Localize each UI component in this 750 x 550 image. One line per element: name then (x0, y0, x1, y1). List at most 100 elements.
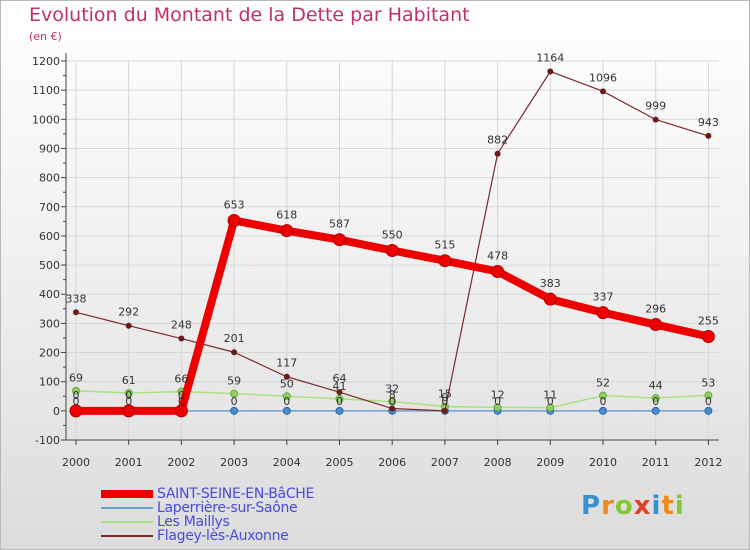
data-label-saint-seine: 0 (73, 389, 80, 402)
data-label-laperriere: 0 (600, 395, 607, 408)
data-point-les-maillys (546, 403, 555, 412)
data-point-laperriere (282, 406, 291, 415)
data-label-saint-seine: 255 (698, 315, 719, 328)
y-tick-label: 100 (39, 376, 60, 389)
data-point-les-maillys (388, 397, 397, 406)
y-tick-label: 500 (39, 259, 60, 272)
data-point-les-maillys (72, 386, 80, 395)
data-label-flagey: 882 (487, 134, 508, 147)
chart-unit-label: (en €) (29, 30, 62, 43)
data-point-les-maillys (599, 391, 607, 400)
y-tick-label: 700 (39, 201, 60, 214)
legend-item-les-maillys: Les Maillys (101, 514, 230, 530)
x-tick-label: 2001 (115, 456, 143, 469)
data-point-flagey (336, 389, 343, 396)
axes: -100010020030040050060070080090010001100… (32, 53, 722, 469)
data-label-les-maillys: 52 (596, 377, 610, 390)
logo-letter: x (633, 491, 652, 521)
data-point-les-maillys (124, 389, 133, 398)
x-tick-label: 2010 (589, 456, 617, 469)
data-label-les-maillys: 41 (333, 380, 347, 393)
data-label-saint-seine: 653 (224, 198, 245, 211)
data-label-laperriere: 0 (125, 395, 132, 408)
data-point-flagey (125, 322, 132, 329)
data-label-laperriere: 0 (389, 395, 396, 408)
logo-letter: i (651, 491, 662, 521)
legend-item-saint-seine: SAINT-SEINE-EN-BâCHE (101, 486, 314, 502)
data-point-saint-seine (701, 330, 715, 344)
x-tick-label: 2007 (431, 456, 459, 469)
data-label-saint-seine: 478 (487, 249, 508, 262)
data-point-laperriere (230, 406, 239, 415)
data-point-saint-seine (438, 254, 452, 268)
data-label-laperriere: 0 (336, 395, 343, 408)
y-tick-label: 300 (39, 317, 60, 330)
y-tick-label: 800 (39, 172, 60, 185)
data-label-flagey: 201 (224, 332, 245, 345)
data-point-flagey (73, 309, 79, 316)
data-label-laperriere: 0 (705, 395, 712, 408)
data-label-laperriere: 0 (178, 395, 185, 408)
data-point-saint-seine (122, 404, 136, 418)
data-point-les-maillys (493, 403, 502, 412)
data-point-saint-seine (227, 213, 241, 227)
data-label-les-maillys: 59 (227, 375, 241, 388)
data-point-saint-seine (174, 404, 188, 418)
data-point-flagey (283, 373, 290, 380)
data-label-flagey: 338 (66, 292, 87, 305)
data-label-laperriere: 0 (441, 395, 448, 408)
data-label-saint-seine: 0 (178, 389, 185, 402)
data-label-les-maillys: 11 (543, 389, 557, 402)
data-label-laperriere: 0 (231, 395, 238, 408)
data-point-saint-seine (491, 264, 505, 278)
x-tick-label: 2009 (536, 456, 564, 469)
chart-title: Evolution du Montant de la Dette par Hab… (29, 4, 470, 26)
y-tick-label: 200 (39, 347, 60, 360)
logo-letter: r (601, 491, 615, 521)
data-label-saint-seine: 383 (540, 277, 561, 290)
data-label-flagey: 117 (276, 357, 297, 370)
data-point-les-maillys (704, 391, 713, 400)
x-tick-label: 2012 (694, 456, 722, 469)
data-label-saint-seine: 515 (434, 239, 455, 252)
data-label-saint-seine: 296 (645, 303, 666, 316)
data-point-flagey (494, 150, 501, 157)
legend-swatch-laperriere (101, 507, 153, 509)
data-label-les-maillys: 66 (174, 373, 188, 386)
data-label-flagey: 1096 (589, 71, 617, 84)
data-label-flagey: 0 (441, 391, 448, 404)
legend-swatch-les-maillys (101, 521, 153, 523)
legend-label-saint-seine: SAINT-SEINE-EN-BâCHE (157, 486, 315, 502)
data-label-laperriere: 0 (283, 395, 290, 408)
data-point-les-maillys (230, 389, 239, 398)
data-label-les-maillys: 69 (69, 372, 83, 385)
data-point-flagey (231, 349, 238, 356)
legend-label-laperriere: Laperrière-sur-Saône (157, 500, 298, 516)
x-tick-label: 2006 (378, 456, 406, 469)
legend-item-flagey: Flagey-lès-Auxonne (101, 528, 289, 544)
data-label-flagey: 999 (645, 100, 666, 113)
data-label-saint-seine: 550 (382, 229, 403, 242)
logo-letter: t (661, 491, 675, 521)
y-tick-label: 900 (39, 142, 60, 155)
data-label-flagey: 64 (333, 372, 347, 385)
y-tick-label: 1100 (32, 84, 60, 97)
data-label-flagey: 248 (171, 319, 192, 332)
data-point-flagey (705, 132, 712, 139)
data-label-saint-seine: 618 (276, 209, 297, 222)
data-point-saint-seine (649, 318, 663, 332)
data-label-laperriere: 0 (494, 395, 501, 408)
x-tick-label: 2003 (220, 456, 248, 469)
data-point-flagey (389, 405, 396, 412)
data-label-les-maillys: 32 (385, 383, 399, 396)
data-point-flagey (178, 335, 185, 342)
y-tick-label: 1200 (32, 55, 60, 68)
data-point-flagey (441, 407, 448, 414)
data-point-les-maillys (282, 392, 291, 401)
x-tick-label: 2008 (484, 456, 512, 469)
x-tick-label: 2005 (326, 456, 354, 469)
data-label-laperriere: 0 (547, 395, 554, 408)
data-point-flagey (652, 116, 659, 123)
